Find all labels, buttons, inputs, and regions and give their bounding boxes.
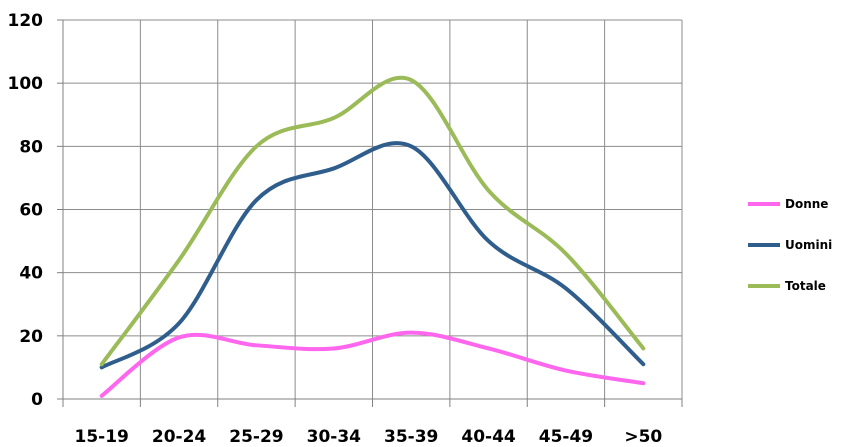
y-tick-label: 40 <box>19 264 43 284</box>
legend-label-donne: Donne <box>785 197 828 211</box>
grid-lines <box>63 19 683 399</box>
legend-label-uomini: Uomini <box>785 238 832 252</box>
x-tick-label: 25-29 <box>229 427 283 447</box>
x-tick-label: 40-44 <box>461 427 516 447</box>
x-tick-label: 45-49 <box>539 427 593 447</box>
y-tick-label: 80 <box>19 137 43 157</box>
legend-label-totale: Totale <box>785 279 826 293</box>
series-line-donne <box>99 330 646 398</box>
series-lines <box>99 75 646 398</box>
y-tick-label: 100 <box>8 74 44 94</box>
x-tick-label: 35-39 <box>384 427 438 447</box>
x-tick-labels: 15-19 20-24 25-29 30-34 35-39 40-44 45-49 >50 <box>75 427 663 447</box>
y-tick-label: 120 <box>8 11 44 31</box>
axes <box>57 19 683 407</box>
y-tick-labels: 0 20 40 60 80 100 120 <box>8 11 44 410</box>
y-tick-label: 60 <box>19 201 43 221</box>
series-line-totale <box>99 75 646 367</box>
series-line-uomini <box>99 141 646 370</box>
x-tick-label: 30-34 <box>307 427 362 447</box>
x-tick-label: >50 <box>624 427 662 447</box>
y-tick-label: 20 <box>19 327 43 347</box>
y-tick-label: 0 <box>31 390 43 410</box>
x-tick-label: 15-19 <box>75 427 129 447</box>
x-tick-label: 20-24 <box>152 427 207 447</box>
legend: Donne Uomini Totale <box>748 197 832 293</box>
